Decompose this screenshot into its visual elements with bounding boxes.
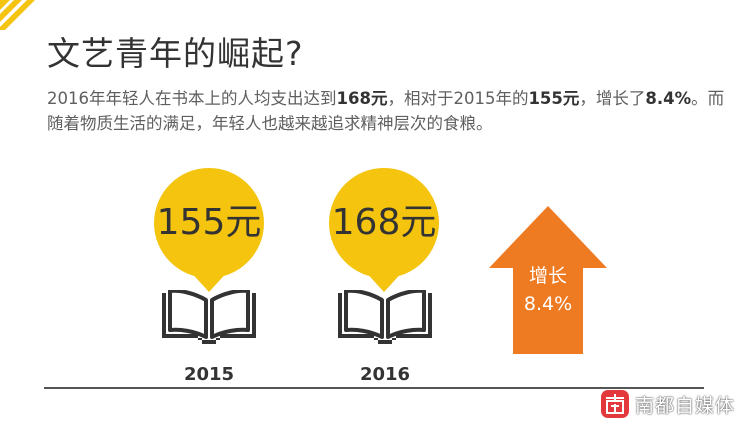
summary-value-2016: 168元	[336, 89, 388, 108]
summary-text-4: 。而随着物质生活的满足，年轻人也越来越追求精神层次的食粮。	[47, 89, 725, 133]
summary-growth: 8.4%	[645, 89, 692, 108]
growth-arrow-icon	[489, 206, 607, 354]
year-label-2015: 2015	[183, 364, 235, 385]
growth-label: 增长	[528, 265, 567, 287]
book-icon	[338, 290, 432, 344]
corner-stripes-decoration	[0, 0, 35, 30]
amount-label-2016: 168元	[331, 202, 437, 243]
watermark: 南都自媒体	[601, 388, 735, 420]
amount-bubble-2015	[154, 168, 264, 292]
watermark-logo	[601, 390, 629, 418]
baseline-divider	[44, 387, 704, 389]
summary-value-2015: 155元	[528, 89, 580, 108]
amount-bubble-2016	[329, 168, 439, 292]
watermark-logo-mark	[606, 394, 624, 414]
growth-value: 8.4%	[523, 293, 573, 315]
summary-text-3: ，增长了	[579, 89, 646, 108]
book-icon	[162, 290, 256, 344]
watermark-text: 南都自媒体	[635, 394, 736, 417]
page-title: 文艺青年的崛起?	[47, 34, 304, 73]
amount-label-2015: 155元	[156, 202, 262, 243]
summary-paragraph: 2016年年轻人在书本上的人均支出达到168元，相对于2015年的155元，增长…	[47, 86, 727, 136]
year-label-2016: 2016	[359, 364, 411, 385]
summary-text-1: 2016年年轻人在书本上的人均支出达到	[47, 89, 337, 108]
summary-text-2: ，相对于2015年的	[387, 89, 529, 108]
